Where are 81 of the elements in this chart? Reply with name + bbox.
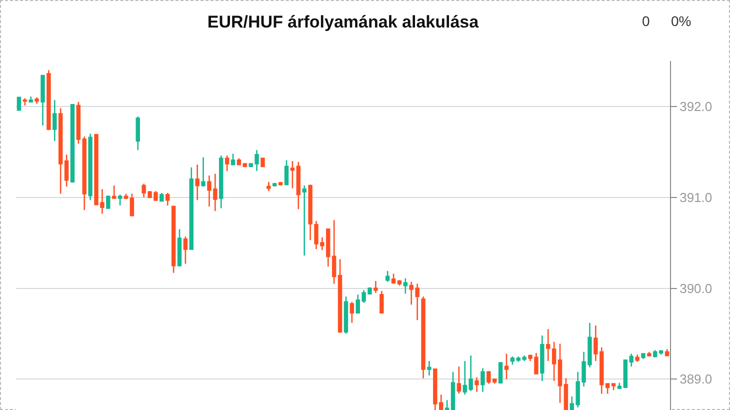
candlestick: [76, 101, 81, 144]
candlestick: [266, 181, 271, 192]
candlestick: [552, 341, 556, 382]
candlestick: [224, 154, 230, 172]
candlestick: [195, 164, 200, 201]
candlestick: [219, 154, 224, 209]
candlestick: [16, 96, 22, 111]
candlestick: [28, 96, 33, 103]
candlestick: [22, 98, 28, 106]
candlestick: [106, 194, 110, 209]
candlestick: [112, 184, 116, 199]
candlestick: [70, 104, 75, 183]
candlestick: [374, 280, 378, 294]
candlestick: [510, 356, 515, 366]
candlestick: [391, 273, 396, 284]
candlestick: [189, 166, 194, 250]
candlestick: [380, 290, 384, 314]
text: 0: [642, 13, 650, 29]
candlestick: [450, 371, 456, 410]
candlestick: [88, 133, 92, 201]
candlestick: [136, 116, 140, 151]
candlestick: [183, 236, 188, 264]
candlestick: [647, 351, 652, 358]
candlestick: [629, 353, 634, 368]
candlestick: [332, 219, 336, 284]
candlestick: [664, 348, 670, 356]
candlestick: [338, 258, 342, 334]
candlestick: [302, 184, 306, 256]
candlestick: [605, 383, 610, 394]
candlestick: [558, 343, 562, 404]
candlestick: [653, 349, 658, 358]
y-tick-label: 389.0: [680, 372, 712, 387]
candlestick: [34, 96, 39, 104]
candlestick: [118, 194, 122, 206]
y-tick-label: 392.0: [680, 99, 712, 114]
candlestick: [403, 278, 408, 294]
candlestick: [296, 161, 301, 210]
candlestick: [641, 353, 646, 360]
candlestick: [166, 192, 170, 206]
candlestick: [546, 328, 550, 362]
candlestick: [130, 193, 134, 216]
chart-title: EUR/HUF árfolyamának alakulása: [207, 12, 480, 32]
candlestick: [82, 136, 86, 211]
candlestick: [397, 279, 402, 286]
candlestick: [635, 354, 640, 363]
candlestick: [540, 334, 544, 382]
candlestick: [177, 228, 182, 268]
y-tick-label: 390.0: [680, 280, 712, 296]
y-tick-label: 391.0: [680, 190, 712, 205]
candlestick: [385, 270, 390, 283]
candlestick: [242, 163, 248, 168]
candlestick: [201, 156, 206, 188]
candlestick: [278, 181, 283, 186]
candlestick: [46, 69, 51, 131]
candlestick: [480, 368, 485, 393]
candlestick: [611, 383, 616, 391]
candlestick: [474, 376, 479, 393]
candlestick: [290, 160, 295, 189]
candlestick: [236, 158, 242, 166]
candlestick: [456, 366, 462, 394]
candlestick: [421, 296, 426, 379]
candlestick: [160, 192, 164, 202]
candlestick: [498, 362, 503, 384]
candlestick: [260, 158, 265, 168]
candlestick: [623, 359, 628, 388]
candlestick: [230, 153, 236, 166]
candlestick: [284, 159, 289, 186]
candlestick: [344, 296, 348, 334]
candlestick: [124, 193, 128, 200]
candlestick: [444, 399, 450, 410]
candlestick: [504, 353, 509, 380]
candlestick: [427, 360, 432, 376]
candlestick: [617, 382, 622, 390]
candlestick: [52, 99, 57, 142]
candlestick: [658, 349, 664, 356]
candlestick: [64, 154, 69, 188]
candlestick: [58, 108, 63, 194]
candlestick: [40, 74, 45, 126]
candlestick: [171, 206, 176, 274]
candlestick: [350, 301, 354, 324]
text: 0%: [671, 13, 692, 29]
